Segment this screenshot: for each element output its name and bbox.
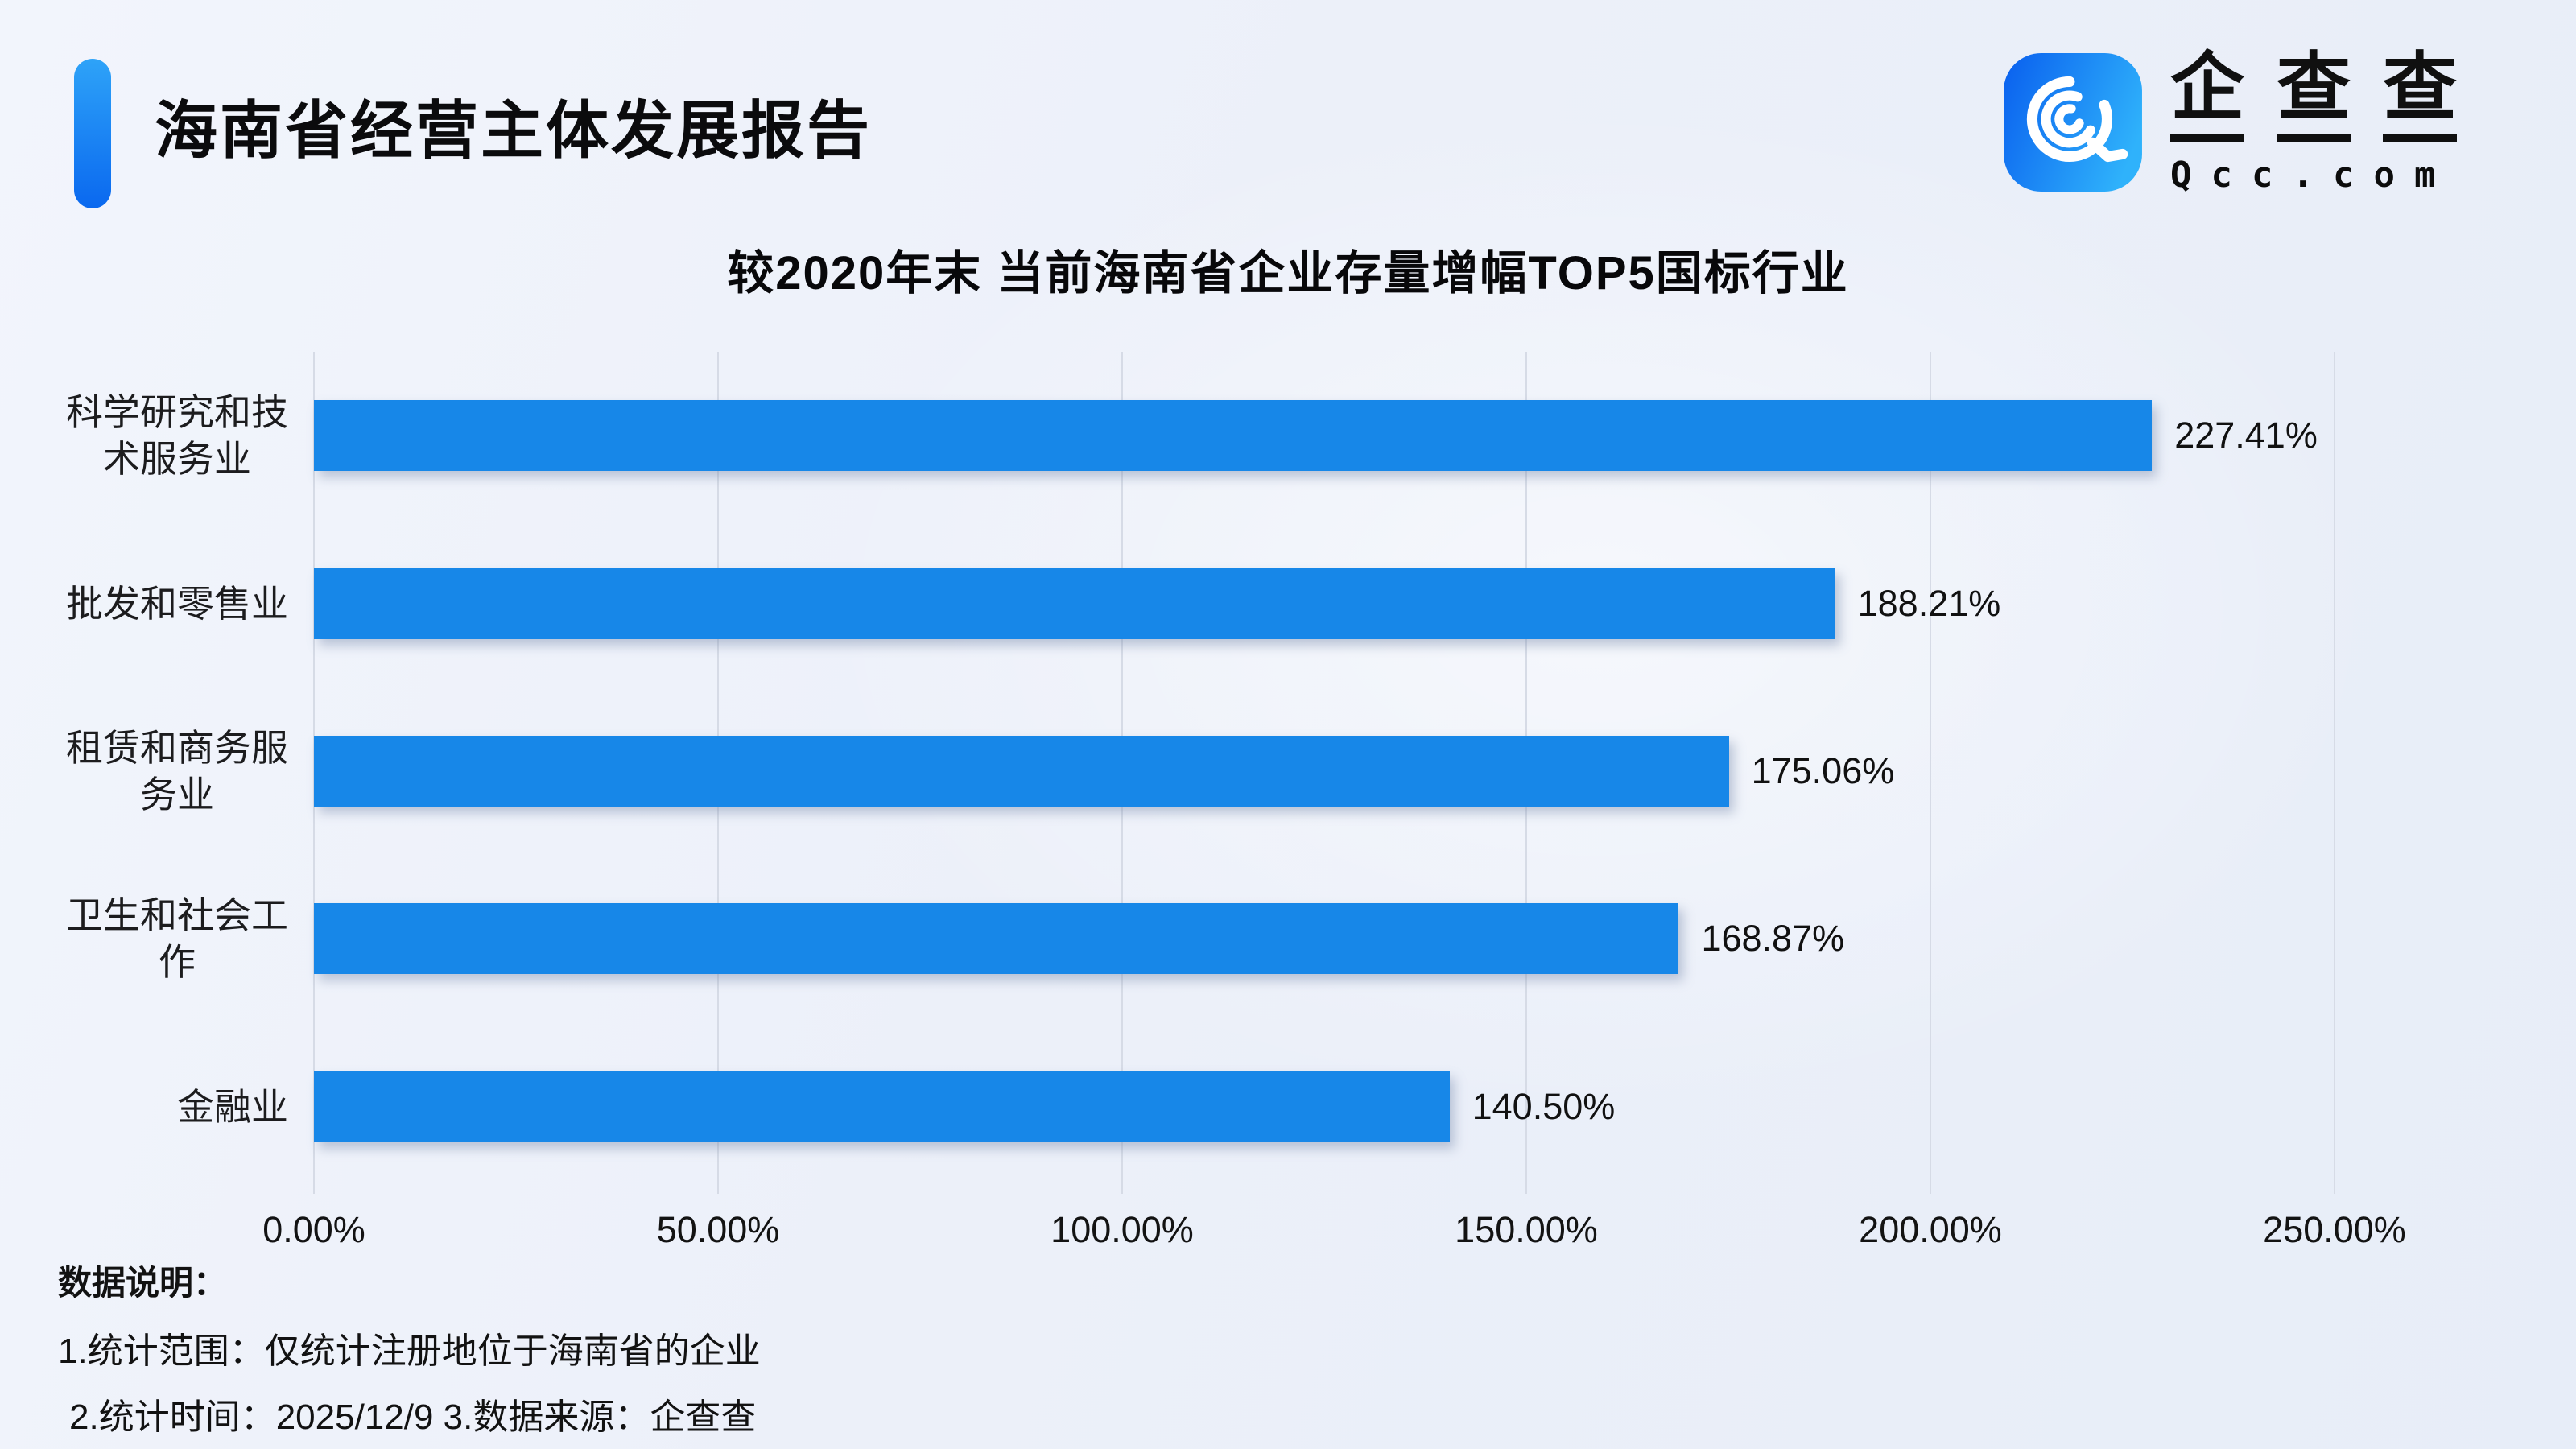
- category-label: 科学研究和技 术服务业: [66, 391, 288, 481]
- brand-logo: 企查查 Qcc.com: [2001, 51, 2458, 196]
- x-axis-tick-label: 100.00%: [1051, 1209, 1194, 1250]
- footer-note: 1.统计范围：仅统计注册地位于海南省的企业: [58, 1331, 761, 1371]
- brand-text: 企查查 Qcc.com: [2170, 51, 2458, 196]
- page-title: 海南省经营主体发展报告: [155, 95, 873, 166]
- title-accent-bar: [74, 59, 111, 208]
- bar-value-label: 175.06%: [1751, 750, 1895, 791]
- bar-科学研究和技术服务业: [314, 400, 2153, 472]
- brand-name-char: 查: [2277, 51, 2351, 142]
- bar-金融业: [314, 1071, 1450, 1142]
- footer-note: 2.统计时间：2025/12/9 3.数据来源：企查查: [69, 1397, 757, 1437]
- category-label: 金融业: [177, 1085, 288, 1128]
- category-label: 卫生和社会工作: [66, 894, 288, 984]
- footer-heading: 数据说明：: [58, 1264, 228, 1302]
- x-axis-tick-label: 0.00%: [262, 1209, 365, 1250]
- bar-value-label: 188.21%: [1857, 582, 2001, 624]
- brand-name-char: 查: [2383, 51, 2458, 142]
- bar-批发和零售业: [314, 568, 1835, 639]
- bar-value-label: 227.41%: [2174, 415, 2318, 456]
- gridline: [1930, 352, 1931, 1194]
- bar-卫生和社会工作: [314, 903, 1679, 975]
- brand-name-char: 企: [2170, 51, 2245, 142]
- x-axis-tick-label: 50.00%: [656, 1209, 780, 1250]
- bar-租赁和商务服务业: [314, 736, 1729, 807]
- brand-url: Qcc.com: [2170, 155, 2455, 196]
- category-label: 租赁和商务服 务业: [66, 727, 288, 815]
- x-axis-tick-label: 200.00%: [1859, 1209, 2002, 1250]
- brand-name: 企查查: [2170, 51, 2458, 142]
- gridline: [2334, 352, 2335, 1194]
- chart-title: 较2020年末 当前海南省企业存量增幅TOP5国标行业: [727, 247, 1849, 299]
- bar-value-label: 168.87%: [1701, 918, 1845, 960]
- category-label: 批发和零售业: [66, 582, 288, 625]
- x-axis-tick-label: 150.00%: [1455, 1209, 1598, 1250]
- bar-chart-plot-area: 227.41% 188.21% 175.06% 168.87% 140.50%: [313, 352, 2335, 1194]
- bar-value-label: 140.50%: [1472, 1085, 1616, 1127]
- x-axis-tick-label: 250.00%: [2263, 1209, 2406, 1250]
- qcc-logo-icon: [2004, 53, 2142, 192]
